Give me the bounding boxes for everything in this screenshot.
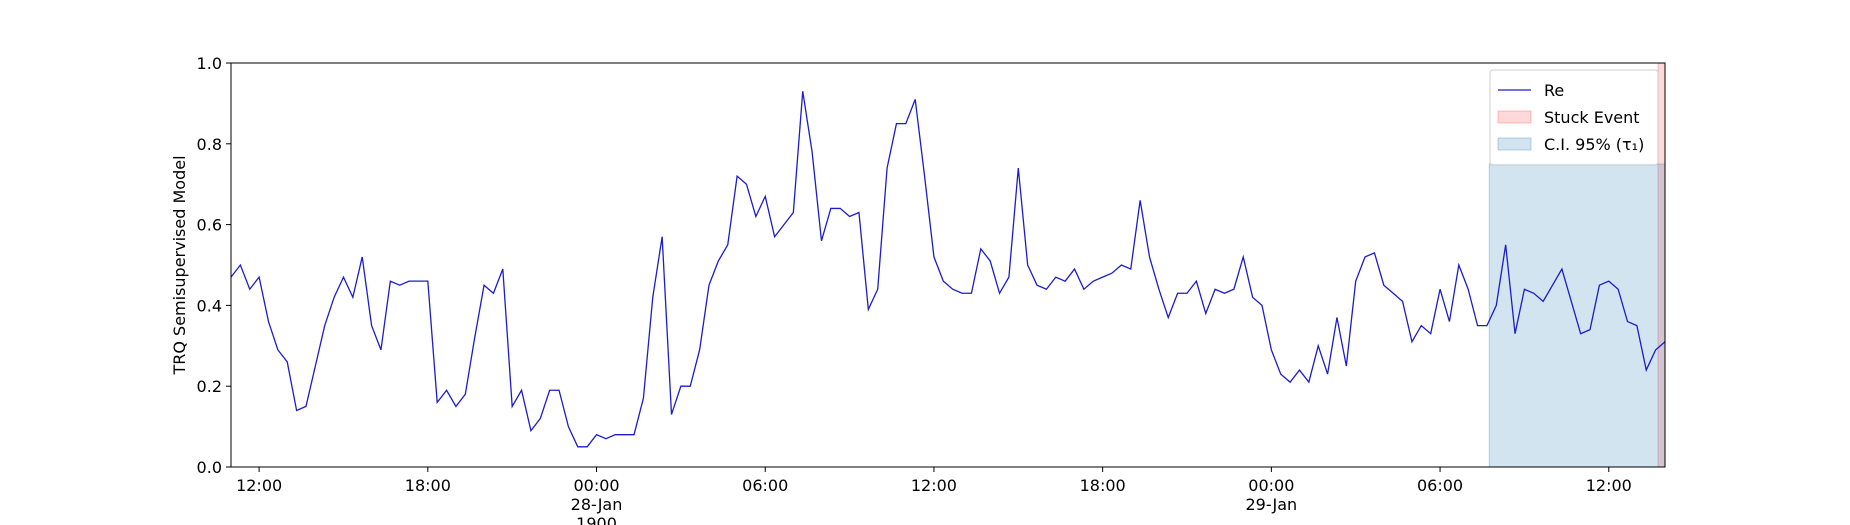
legend-box (1489, 69, 1659, 166)
x-tick-label: 06:00 (742, 476, 788, 495)
data-line (230, 91, 1666, 448)
y-tick-label: 0.4 (197, 296, 222, 315)
y-tick-label: 0.8 (197, 135, 222, 154)
x-tick-label: 18:00 (1080, 476, 1126, 495)
y-tick-label: 0.2 (197, 377, 222, 396)
x-tick-label: 06:00 (1417, 476, 1463, 495)
x-tick-label: 00:00 28-Jan 1900 (571, 476, 623, 525)
x-tick-label: 00:00 29-Jan (1246, 476, 1298, 514)
legend-label: Re (1544, 81, 1564, 100)
shaded-region (1488, 163, 1666, 468)
x-tick-label: 12:00 (1586, 476, 1632, 495)
legend-label: Stuck Event (1544, 108, 1640, 127)
x-tick-label: 12:00 (236, 476, 282, 495)
axes-frame (230, 62, 1666, 468)
legend-label: C.I. 95% (τ₁) (1544, 135, 1644, 154)
legend: Re Stuck Event C.I. 95% (τ₁) (1489, 69, 1659, 166)
y-axis-label: TRQ Semisupervised Model (170, 155, 189, 375)
x-tick-label: 18:00 (405, 476, 451, 495)
y-tick-label: 1.0 (197, 54, 222, 73)
x-tick-label: 12:00 (911, 476, 957, 495)
y-tick-label: 0.0 (197, 458, 222, 477)
legend-swatch (1497, 110, 1532, 124)
legend-swatch (1497, 137, 1532, 151)
y-tick-label: 0.6 (197, 216, 222, 235)
